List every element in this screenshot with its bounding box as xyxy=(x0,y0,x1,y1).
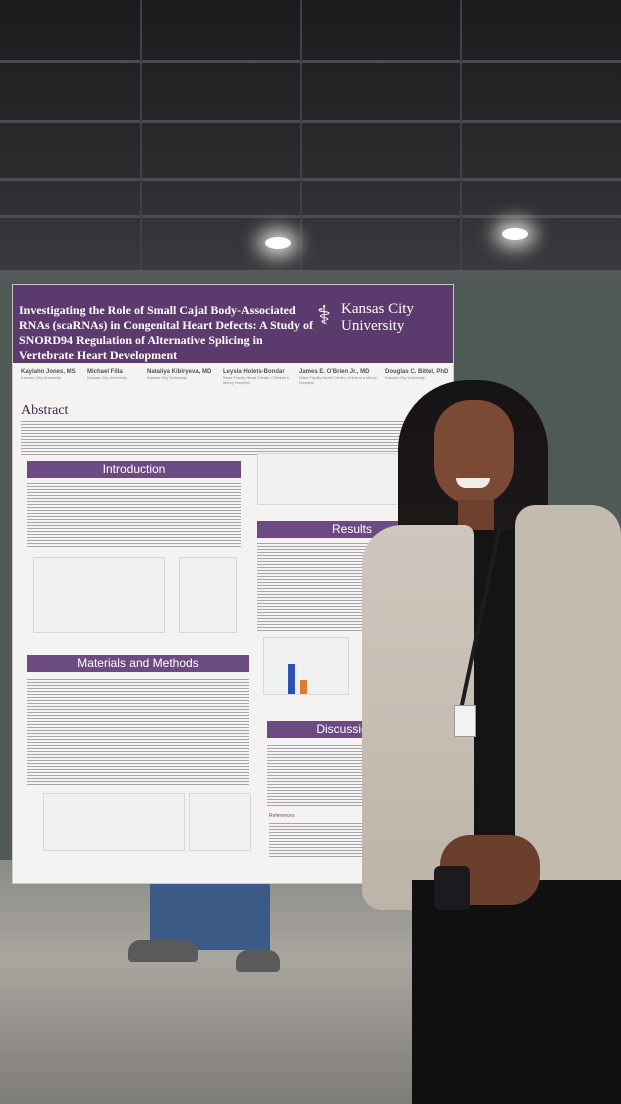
pants xyxy=(412,880,621,1104)
author-list: Kaylahn Jones, MS Kansas City University … xyxy=(13,365,453,395)
ceiling-light xyxy=(265,237,291,249)
intro-chart xyxy=(179,557,237,633)
author: Kaylahn Jones, MS Kansas City University xyxy=(21,369,76,380)
shoe xyxy=(236,950,280,972)
face xyxy=(434,400,514,505)
intro-diagram xyxy=(33,557,165,633)
introduction-text xyxy=(27,481,241,549)
ceiling-truss xyxy=(0,120,621,123)
shoe xyxy=(128,940,198,962)
author: Leysla Holets-Bondar Ward Family Heart Ce… xyxy=(223,369,289,385)
ceiling-beam xyxy=(460,0,462,280)
author: Douglas C. Bittel, PhD Kansas City Univer… xyxy=(385,369,449,380)
methods-gel-image xyxy=(189,793,251,851)
author: Nataliya Kibiryeva, MD Kansas City Univer… xyxy=(147,369,212,380)
methods-diagram xyxy=(43,793,185,851)
ceiling-beam xyxy=(140,0,142,280)
abstract-text xyxy=(21,419,445,455)
references-heading: References xyxy=(269,813,295,819)
caduceus-icon: ⚕ xyxy=(317,301,332,330)
ceiling-truss xyxy=(0,60,621,63)
name-badge xyxy=(454,705,476,737)
materials-heading: Materials and Methods xyxy=(27,655,249,672)
institution-name: Kansas City University xyxy=(341,301,414,334)
ceiling-beam xyxy=(300,0,302,280)
chart-bar xyxy=(300,680,307,694)
poster-title: Investigating the Role of Small Cajal Bo… xyxy=(19,303,313,362)
materials-text xyxy=(27,677,249,787)
ceiling-truss xyxy=(0,178,621,181)
introduction-heading: Introduction xyxy=(27,461,241,478)
results-bar-chart xyxy=(263,637,349,695)
chart-bar xyxy=(288,664,295,694)
author: James E. O'Brien Jr., MD Ward Family Hear… xyxy=(299,369,377,385)
ceiling-truss xyxy=(0,215,621,218)
blazer xyxy=(515,505,621,910)
poster-header: Investigating the Role of Small Cajal Bo… xyxy=(13,285,453,363)
abstract-heading: Abstract xyxy=(21,403,69,418)
ceiling-light xyxy=(502,228,528,240)
author: Michael Filla Kansas City University xyxy=(87,369,128,380)
smile xyxy=(456,478,490,488)
phone xyxy=(434,866,470,910)
ceiling xyxy=(0,0,621,290)
